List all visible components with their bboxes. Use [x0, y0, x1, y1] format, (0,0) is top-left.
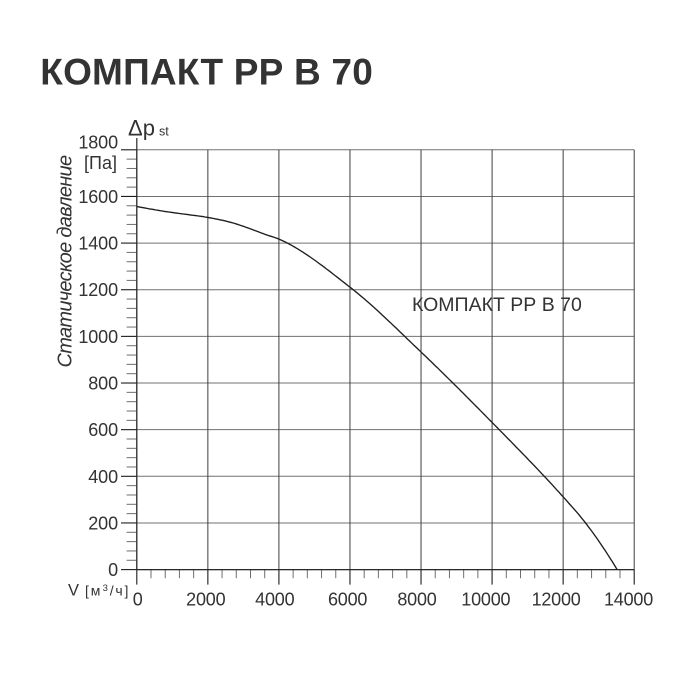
- svg-text:Δp: Δp: [128, 115, 155, 140]
- svg-text:12000: 12000: [532, 590, 581, 610]
- svg-text:[Па]: [Па]: [84, 153, 117, 173]
- svg-text:1000: 1000: [78, 327, 118, 347]
- svg-text:4000: 4000: [255, 590, 294, 610]
- svg-text:2000: 2000: [186, 590, 225, 610]
- svg-text:st: st: [159, 125, 169, 139]
- svg-text:6000: 6000: [328, 590, 367, 610]
- svg-text:8000: 8000: [397, 590, 436, 610]
- svg-text:0: 0: [108, 560, 118, 580]
- svg-text:400: 400: [88, 467, 118, 487]
- svg-text:Статическое давление: Статическое давление: [55, 155, 77, 367]
- svg-text:V: V: [68, 581, 79, 599]
- svg-text:[м3/ч]: [м3/ч]: [85, 582, 130, 598]
- svg-text:1800: 1800: [78, 132, 118, 152]
- svg-text:1600: 1600: [78, 187, 118, 207]
- svg-text:600: 600: [88, 420, 118, 440]
- svg-text:КОМПАКТ РР В 70: КОМПАКТ РР В 70: [412, 294, 582, 316]
- svg-text:14000: 14000: [604, 590, 653, 610]
- svg-text:1200: 1200: [78, 280, 118, 300]
- svg-text:КОМПАКТ РР В 70: КОМПАКТ РР В 70: [40, 52, 373, 93]
- svg-text:800: 800: [88, 374, 118, 394]
- svg-text:1400: 1400: [78, 234, 118, 254]
- svg-text:0: 0: [133, 590, 143, 610]
- svg-text:200: 200: [88, 514, 118, 534]
- svg-text:10000: 10000: [461, 590, 510, 610]
